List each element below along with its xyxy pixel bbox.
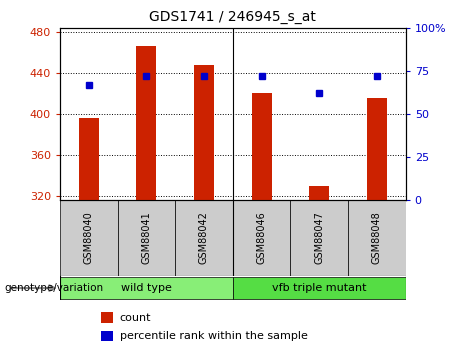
- Bar: [252, 93, 272, 200]
- Text: wild type: wild type: [121, 283, 172, 293]
- Bar: [309, 186, 329, 200]
- Bar: [233, 277, 406, 299]
- Bar: [175, 200, 233, 276]
- Bar: [79, 118, 99, 200]
- Text: count: count: [120, 313, 151, 323]
- Text: percentile rank within the sample: percentile rank within the sample: [120, 331, 308, 341]
- Bar: [101, 312, 113, 323]
- Bar: [348, 200, 406, 276]
- Bar: [136, 46, 156, 200]
- Title: GDS1741 / 246945_s_at: GDS1741 / 246945_s_at: [149, 10, 316, 24]
- Text: GSM88046: GSM88046: [257, 212, 266, 264]
- Bar: [60, 277, 233, 299]
- Bar: [233, 200, 290, 276]
- Text: GSM88042: GSM88042: [199, 211, 209, 265]
- Text: GSM88041: GSM88041: [142, 212, 151, 264]
- Text: vfb triple mutant: vfb triple mutant: [272, 283, 366, 293]
- Bar: [118, 200, 175, 276]
- Text: GSM88040: GSM88040: [84, 212, 94, 264]
- Bar: [367, 98, 387, 200]
- Text: GSM88047: GSM88047: [314, 211, 324, 265]
- Bar: [60, 200, 118, 276]
- Bar: [194, 65, 214, 200]
- Bar: [290, 200, 348, 276]
- Text: GSM88048: GSM88048: [372, 212, 382, 264]
- Text: genotype/variation: genotype/variation: [5, 283, 104, 293]
- Bar: [101, 331, 113, 341]
